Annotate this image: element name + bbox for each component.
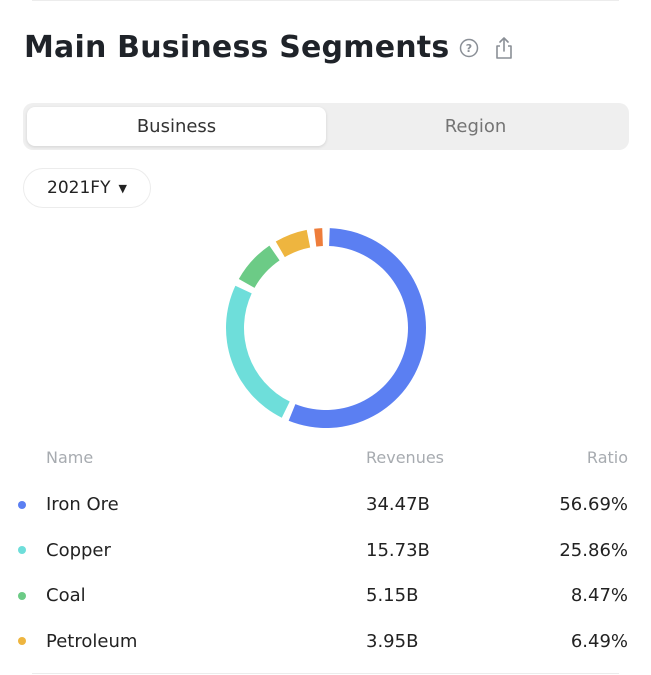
segment-ratio: 8.47% [570, 585, 628, 607]
legend-dot [18, 500, 26, 509]
donut-slice-other[interactable] [314, 228, 323, 247]
segment-revenue: 3.95B [366, 630, 419, 652]
tab-business[interactable]: Business [27, 107, 326, 146]
segment-ratio: 25.86% [559, 539, 628, 561]
top-divider [32, 0, 619, 1]
svg-text:?: ? [466, 42, 472, 55]
segment-name: Coal [46, 585, 86, 607]
tab-region[interactable]: Region [444, 116, 507, 137]
segment-revenue: 34.47B [366, 494, 430, 516]
donut-chart [226, 228, 427, 429]
segment-toggle: Business Region [23, 103, 629, 150]
donut-slice-coal[interactable] [238, 245, 280, 288]
segment-ratio: 6.49% [570, 630, 628, 652]
table-row: Iron Ore 34.47B 56.69% [18, 482, 628, 528]
table-row: Coal 5.15B 8.47% [18, 573, 628, 619]
bottom-divider [32, 673, 619, 674]
segment-revenue: 15.73B [366, 539, 430, 561]
section-title: Main Business Segments [24, 30, 450, 65]
donut-slice-petroleum[interactable] [275, 229, 311, 258]
legend-dot [18, 591, 26, 600]
donut-slice-copper[interactable] [226, 285, 290, 418]
segments-table: Iron Ore 34.47B 56.69% Copper 15.73B 25.… [18, 482, 628, 664]
legend-dot [18, 546, 26, 555]
segment-ratio: 56.69% [559, 494, 628, 516]
table-row: Petroleum 3.95B 6.49% [18, 619, 628, 665]
segment-name: Iron Ore [46, 494, 119, 516]
donut-slice-iron-ore[interactable] [288, 228, 427, 429]
section-header: Main Business Segments ? [24, 30, 515, 65]
segment-name: Copper [46, 539, 111, 561]
share-icon[interactable] [493, 36, 515, 60]
table-row: Copper 15.73B 25.86% [18, 528, 628, 574]
segment-name: Petroleum [46, 630, 138, 652]
question-circle-icon[interactable]: ? [459, 38, 479, 58]
header-ratio: Ratio [586, 448, 628, 467]
header-revenues: Revenues [366, 448, 445, 467]
period-value: 2021FY [47, 178, 111, 198]
table-header: Name Revenues Ratio [46, 448, 628, 467]
segment-revenue: 5.15B [366, 585, 419, 607]
caret-down-icon: ▼ [118, 181, 127, 195]
header-name: Name [46, 448, 94, 467]
legend-dot [18, 637, 26, 646]
period-dropdown[interactable]: 2021FY ▼ [23, 168, 151, 208]
